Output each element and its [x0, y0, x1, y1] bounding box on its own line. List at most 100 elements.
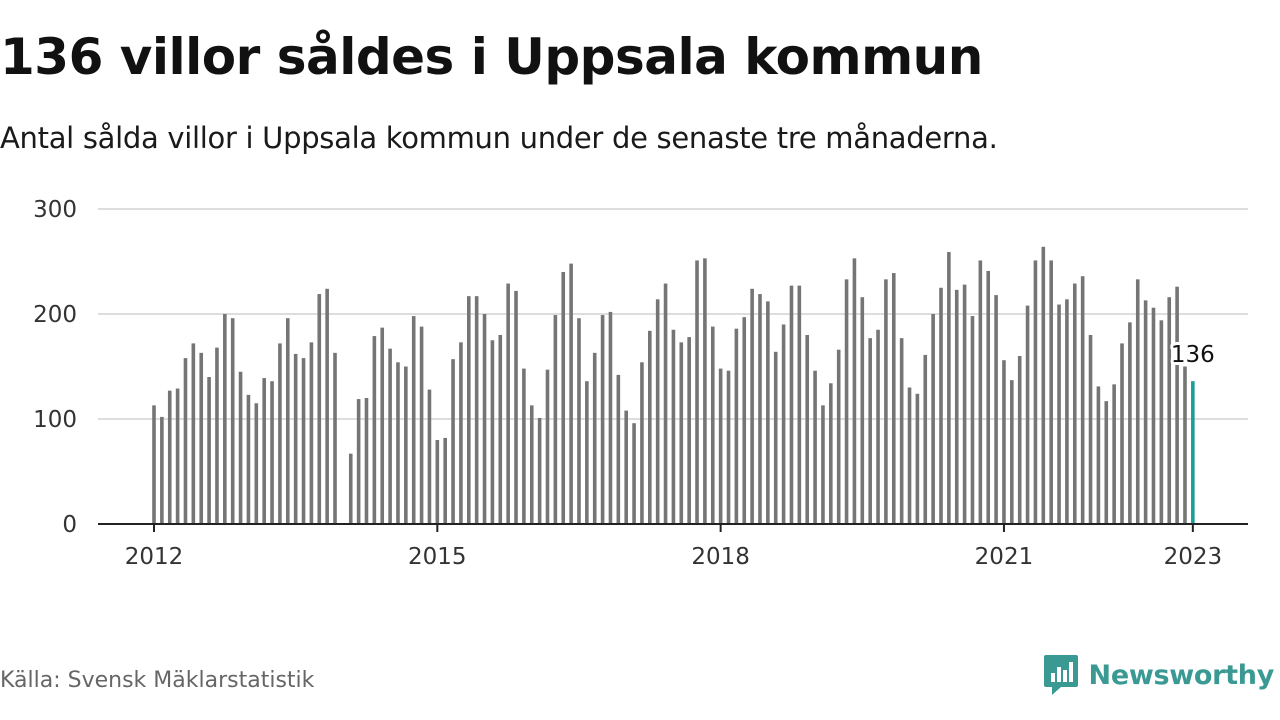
- bar: [891, 273, 896, 524]
- bar: [671, 329, 676, 524]
- bar: [868, 338, 872, 524]
- brand-logo: Newsworthy: [1043, 653, 1274, 697]
- newsworthy-logo-icon: [1043, 655, 1078, 695]
- bar: [1096, 386, 1101, 524]
- bar: [419, 326, 424, 524]
- bar: [931, 314, 935, 524]
- y-tick-label: 200: [33, 302, 77, 328]
- bar: [160, 416, 164, 524]
- bar: [207, 377, 211, 524]
- bar: [529, 405, 534, 524]
- bar: [789, 285, 794, 524]
- bar: [215, 347, 219, 524]
- bars: [152, 246, 1195, 525]
- brand-name: Newsworthy: [1088, 659, 1275, 691]
- bar: [829, 383, 833, 524]
- bar: [246, 394, 251, 524]
- x-tick-label: 2018: [691, 544, 750, 570]
- bar: [435, 440, 440, 524]
- bar: [703, 258, 707, 524]
- bar: [585, 381, 589, 524]
- bar: [1017, 356, 1022, 524]
- bar: [380, 327, 385, 524]
- bar: [679, 342, 684, 524]
- bar: [348, 453, 353, 524]
- bar: [1080, 276, 1085, 524]
- bar: [451, 359, 455, 524]
- bar: [648, 330, 652, 524]
- bar: [766, 301, 770, 524]
- bar: [199, 352, 204, 524]
- bar: [1159, 320, 1164, 524]
- bar: [191, 343, 196, 524]
- bar: [1120, 343, 1124, 524]
- bar-highlight: [1191, 381, 1195, 524]
- bar: [813, 370, 817, 524]
- bar: [278, 343, 282, 524]
- bar: [427, 389, 432, 524]
- bar: [545, 369, 550, 524]
- bar: [183, 358, 188, 524]
- bar: [522, 368, 526, 524]
- bar: [655, 299, 660, 524]
- bar: [600, 315, 605, 524]
- bar: [404, 366, 408, 524]
- bar: [994, 295, 998, 524]
- bar-chart: 0 100 200 300 2012 2015 2018 2021 2023 136: [33, 197, 1248, 570]
- bar: [640, 362, 644, 524]
- bar: [986, 270, 991, 524]
- bar: [1002, 360, 1006, 524]
- bar: [1065, 299, 1069, 524]
- bar: [498, 335, 503, 524]
- bar: [569, 263, 573, 524]
- y-tick-label: 0: [62, 512, 77, 538]
- bar: [317, 294, 322, 524]
- bar: [797, 285, 802, 524]
- bar: [514, 290, 518, 524]
- bar: [459, 342, 463, 524]
- x-tick-label: 2012: [125, 544, 184, 570]
- bar: [844, 279, 849, 524]
- bar: [270, 381, 274, 524]
- bar: [632, 423, 636, 524]
- bar: [1025, 305, 1030, 524]
- y-tick-label: 100: [33, 407, 77, 433]
- bar: [482, 314, 487, 524]
- bar: [1049, 260, 1053, 524]
- bar: [1057, 304, 1061, 524]
- bar: [1010, 380, 1014, 524]
- bar: [325, 288, 329, 524]
- bar: [860, 297, 865, 524]
- bar: [333, 352, 337, 524]
- bar: [285, 318, 290, 524]
- bar: [962, 284, 967, 524]
- bar: [805, 335, 810, 524]
- bar: [262, 378, 266, 524]
- bar: [356, 399, 361, 524]
- bar: [947, 252, 951, 525]
- bar: [577, 318, 581, 524]
- bar: [592, 352, 597, 524]
- bar: [1175, 286, 1179, 524]
- bar: [1167, 297, 1172, 524]
- bar: [710, 326, 715, 524]
- bar: [474, 296, 479, 524]
- bar: [978, 260, 983, 524]
- bar: [553, 315, 558, 524]
- bar: [852, 258, 857, 524]
- bar: [1088, 335, 1093, 524]
- bar: [372, 336, 377, 524]
- bar: [152, 405, 156, 524]
- bar: [726, 370, 731, 524]
- bar: [970, 316, 975, 524]
- bar: [1151, 307, 1156, 524]
- bar: [167, 390, 172, 524]
- bar: [1128, 322, 1132, 524]
- bar: [443, 437, 447, 524]
- bar: [175, 388, 180, 524]
- y-tick-label: 300: [33, 197, 77, 223]
- bar: [1112, 384, 1116, 524]
- bar: [1104, 401, 1109, 524]
- x-axis: 2012 2015 2018 2021 2023: [98, 523, 1248, 570]
- source-note: Källa: Svensk Mäklarstatistik: [0, 668, 315, 693]
